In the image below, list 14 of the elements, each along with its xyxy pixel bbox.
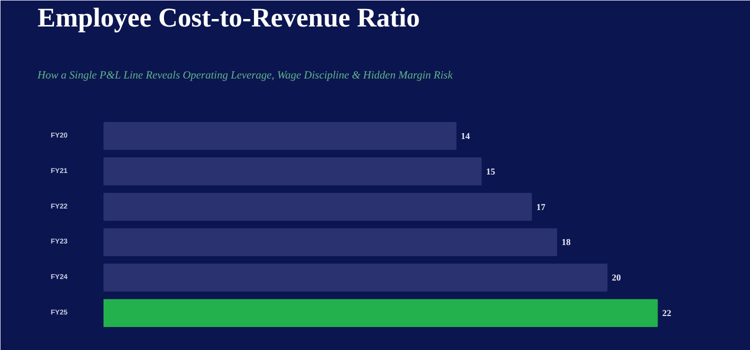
bar xyxy=(104,264,608,292)
data-label: 20 xyxy=(612,272,622,283)
data-label: 14 xyxy=(460,130,470,141)
bar xyxy=(104,299,658,327)
bar xyxy=(104,157,482,186)
data-label: 17 xyxy=(536,202,546,212)
chart-title: Employee Cost-to-Revenue Ratio xyxy=(38,2,420,32)
data-label: 15 xyxy=(486,166,496,176)
bar xyxy=(104,192,532,221)
data-label: 22 xyxy=(662,308,672,318)
data-label: 18 xyxy=(562,237,572,248)
bar xyxy=(104,122,456,150)
chart-subtitle: How a Single P&L Line Reveals Operating Leverage, Wage Discipline & Hidden Margin Risk xyxy=(36,70,454,82)
bar xyxy=(104,228,558,256)
